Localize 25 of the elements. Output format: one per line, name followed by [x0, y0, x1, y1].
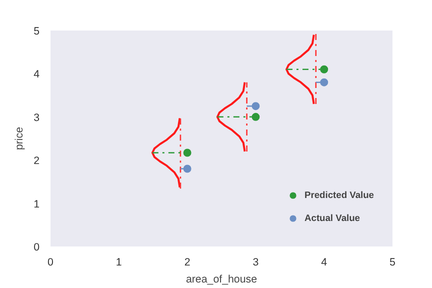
- line-series: [151, 117, 181, 188]
- x-axis-title: area_of_house: [186, 274, 258, 286]
- point: [252, 112, 260, 121]
- point: [183, 164, 192, 173]
- y-tick-label: 3: [34, 112, 40, 124]
- x-tick-label: 2: [184, 256, 190, 268]
- x-tick-label: 1: [116, 256, 122, 268]
- x-tick-label: 0: [48, 256, 54, 268]
- x-tick-label: 5: [390, 256, 396, 268]
- y-tick-label: 2: [34, 155, 40, 168]
- y-tick-label: 4: [34, 68, 40, 81]
- y-tick-label: 0: [34, 242, 40, 254]
- legend-label: Predicted Value: [304, 190, 374, 200]
- line-series: [216, 81, 246, 152]
- x-tick-label: 4: [321, 256, 328, 268]
- x-tick-label: 3: [252, 256, 259, 268]
- y-axis-title: price: [14, 126, 26, 150]
- line-series: [285, 34, 315, 105]
- point: [183, 148, 192, 157]
- legend-label: Actual Value: [304, 213, 360, 223]
- point: [320, 78, 328, 86]
- y-tick-label: 1: [34, 198, 40, 210]
- point: [252, 102, 260, 110]
- y-tick-label: 5: [34, 26, 40, 38]
- point: [320, 65, 328, 74]
